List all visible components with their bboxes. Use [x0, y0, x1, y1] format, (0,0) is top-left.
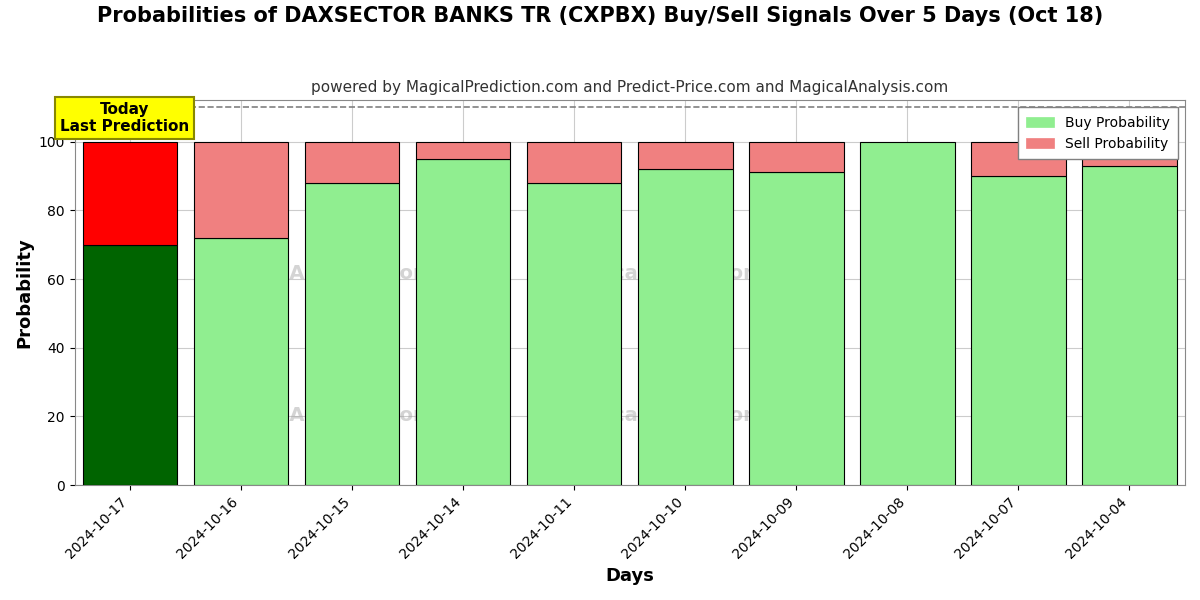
Bar: [83, 245, 178, 485]
Bar: [83, 142, 178, 245]
Text: MagicalPrediction.com: MagicalPrediction.com: [560, 406, 810, 425]
Bar: [749, 172, 844, 485]
Y-axis label: Probability: Probability: [16, 238, 34, 348]
Bar: [527, 183, 622, 485]
Bar: [305, 183, 400, 485]
Bar: [1082, 142, 1177, 166]
X-axis label: Days: Days: [605, 567, 654, 585]
Text: Today
Last Prediction: Today Last Prediction: [60, 102, 190, 134]
Bar: [416, 159, 510, 485]
Bar: [194, 238, 288, 485]
Text: MagicalAnalysis.com: MagicalAnalysis.com: [205, 264, 433, 283]
Bar: [971, 176, 1066, 485]
Text: MagicalAnalysis.com: MagicalAnalysis.com: [205, 406, 433, 425]
Bar: [971, 142, 1066, 176]
Bar: [638, 169, 732, 485]
Bar: [1082, 166, 1177, 485]
Bar: [305, 142, 400, 183]
Legend: Buy Probability, Sell Probability: Buy Probability, Sell Probability: [1018, 107, 1178, 159]
Text: Probabilities of DAXSECTOR BANKS TR (CXPBX) Buy/Sell Signals Over 5 Days (Oct 18: Probabilities of DAXSECTOR BANKS TR (CXP…: [97, 6, 1103, 26]
Bar: [860, 142, 955, 485]
Bar: [194, 142, 288, 238]
Bar: [527, 142, 622, 183]
Text: MagicalPrediction.com: MagicalPrediction.com: [560, 264, 810, 283]
Bar: [416, 142, 510, 159]
Bar: [638, 142, 732, 169]
Title: powered by MagicalPrediction.com and Predict-Price.com and MagicalAnalysis.com: powered by MagicalPrediction.com and Pre…: [311, 80, 948, 95]
Bar: [749, 142, 844, 172]
